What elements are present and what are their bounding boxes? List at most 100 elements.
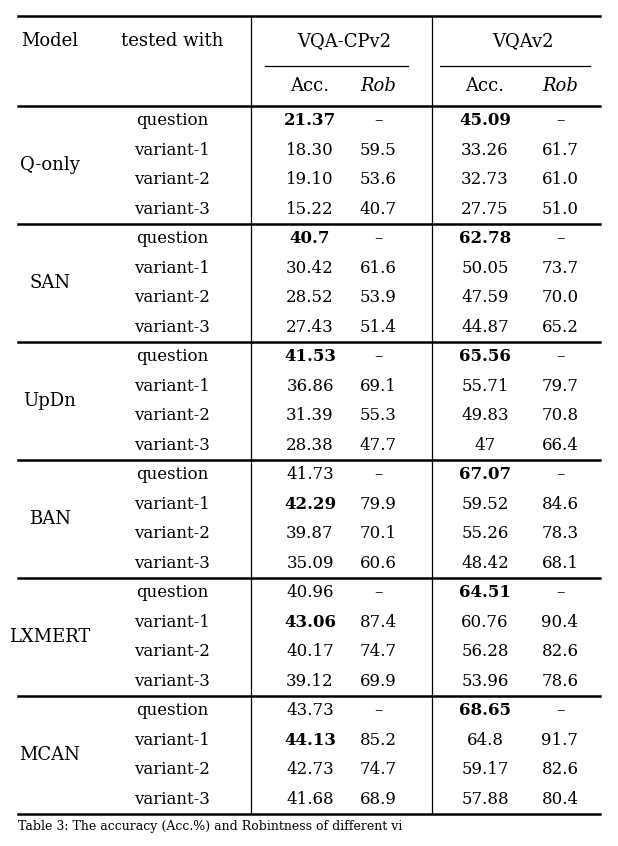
Text: question: question (136, 230, 208, 247)
Text: 43.06: 43.06 (284, 613, 336, 631)
Text: 30.42: 30.42 (286, 260, 334, 277)
Text: 70.1: 70.1 (360, 525, 397, 542)
Text: –: – (556, 230, 564, 247)
Text: 28.52: 28.52 (286, 289, 334, 306)
Text: variant-3: variant-3 (134, 201, 210, 217)
Text: 55.71: 55.71 (461, 378, 509, 395)
Text: 69.1: 69.1 (360, 378, 396, 395)
Text: Acc.: Acc. (290, 77, 329, 95)
Text: 66.4: 66.4 (541, 437, 578, 453)
Text: –: – (374, 585, 382, 602)
Text: 70.0: 70.0 (541, 289, 578, 306)
Text: variant-1: variant-1 (134, 496, 210, 513)
Text: 50.05: 50.05 (461, 260, 509, 277)
Text: 73.7: 73.7 (541, 260, 578, 277)
Text: 61.0: 61.0 (541, 171, 578, 189)
Text: 68.9: 68.9 (360, 791, 396, 808)
Text: 85.2: 85.2 (360, 732, 397, 749)
Text: 47.7: 47.7 (360, 437, 397, 453)
Text: BAN: BAN (29, 510, 71, 528)
Text: Model: Model (22, 32, 78, 50)
Text: 41.68: 41.68 (286, 791, 334, 808)
Text: 40.17: 40.17 (286, 643, 334, 660)
Text: Rob: Rob (542, 77, 578, 95)
Text: variant-3: variant-3 (134, 673, 210, 689)
Text: 51.4: 51.4 (360, 319, 397, 336)
Text: 74.7: 74.7 (360, 643, 397, 660)
Text: 47: 47 (475, 437, 496, 453)
Text: 62.78: 62.78 (459, 230, 511, 247)
Text: 42.73: 42.73 (286, 761, 334, 778)
Text: 44.13: 44.13 (284, 732, 336, 749)
Text: 55.3: 55.3 (360, 407, 396, 424)
Text: 68.1: 68.1 (541, 555, 578, 572)
Text: 87.4: 87.4 (360, 613, 397, 631)
Text: variant-1: variant-1 (134, 732, 210, 749)
Text: 55.26: 55.26 (461, 525, 509, 542)
Text: VQAv2: VQAv2 (492, 32, 553, 50)
Text: 78.3: 78.3 (541, 525, 578, 542)
Text: 53.6: 53.6 (360, 171, 396, 189)
Text: 74.7: 74.7 (360, 761, 397, 778)
Text: variant-2: variant-2 (134, 525, 210, 542)
Text: 79.9: 79.9 (360, 496, 396, 513)
Text: question: question (136, 113, 208, 129)
Text: –: – (374, 702, 382, 719)
Text: question: question (136, 466, 208, 483)
Text: 84.6: 84.6 (541, 496, 578, 513)
Text: –: – (374, 466, 382, 483)
Text: 45.09: 45.09 (459, 113, 511, 129)
Text: 40.7: 40.7 (360, 201, 397, 217)
Text: 39.87: 39.87 (286, 525, 334, 542)
Text: variant-1: variant-1 (134, 378, 210, 395)
Text: –: – (556, 702, 564, 719)
Text: variant-2: variant-2 (134, 643, 210, 660)
Text: Rob: Rob (360, 77, 396, 95)
Text: 65.56: 65.56 (459, 349, 511, 365)
Text: variant-1: variant-1 (134, 260, 210, 277)
Text: variant-3: variant-3 (134, 555, 210, 572)
Text: 21.37: 21.37 (284, 113, 336, 129)
Text: 70.8: 70.8 (541, 407, 578, 424)
Text: variant-3: variant-3 (134, 319, 210, 336)
Text: 19.10: 19.10 (286, 171, 334, 189)
Text: 53.9: 53.9 (360, 289, 396, 306)
Text: 67.07: 67.07 (459, 466, 511, 483)
Text: 60.6: 60.6 (360, 555, 396, 572)
Text: 82.6: 82.6 (541, 643, 578, 660)
Text: 64.51: 64.51 (459, 585, 511, 602)
Text: 65.2: 65.2 (541, 319, 578, 336)
Text: variant-1: variant-1 (134, 613, 210, 631)
Text: 82.6: 82.6 (541, 761, 578, 778)
Text: variant-2: variant-2 (134, 171, 210, 189)
Text: 57.88: 57.88 (461, 791, 509, 808)
Text: VQA-CPv2: VQA-CPv2 (297, 32, 391, 50)
Text: 42.29: 42.29 (284, 496, 336, 513)
Text: 91.7: 91.7 (541, 732, 578, 749)
Text: variant-3: variant-3 (134, 437, 210, 453)
Text: 90.4: 90.4 (541, 613, 578, 631)
Text: –: – (374, 230, 382, 247)
Text: 56.28: 56.28 (461, 643, 509, 660)
Text: SAN: SAN (30, 274, 70, 292)
Text: variant-1: variant-1 (134, 142, 210, 159)
Text: 33.26: 33.26 (461, 142, 509, 159)
Text: 44.87: 44.87 (461, 319, 509, 336)
Text: 59.52: 59.52 (461, 496, 509, 513)
Text: variant-2: variant-2 (134, 761, 210, 778)
Text: –: – (556, 113, 564, 129)
Text: 53.96: 53.96 (461, 673, 509, 689)
Text: –: – (556, 466, 564, 483)
Text: 27.43: 27.43 (286, 319, 334, 336)
Text: 64.8: 64.8 (467, 732, 504, 749)
Text: 48.42: 48.42 (461, 555, 509, 572)
Text: 78.6: 78.6 (541, 673, 578, 689)
Text: 61.6: 61.6 (360, 260, 396, 277)
Text: 39.12: 39.12 (286, 673, 334, 689)
Text: tested with: tested with (121, 32, 223, 50)
Text: 28.38: 28.38 (286, 437, 334, 453)
Text: 41.73: 41.73 (286, 466, 334, 483)
Text: MCAN: MCAN (20, 746, 80, 764)
Text: variant-2: variant-2 (134, 289, 210, 306)
Text: Q-only: Q-only (20, 156, 80, 174)
